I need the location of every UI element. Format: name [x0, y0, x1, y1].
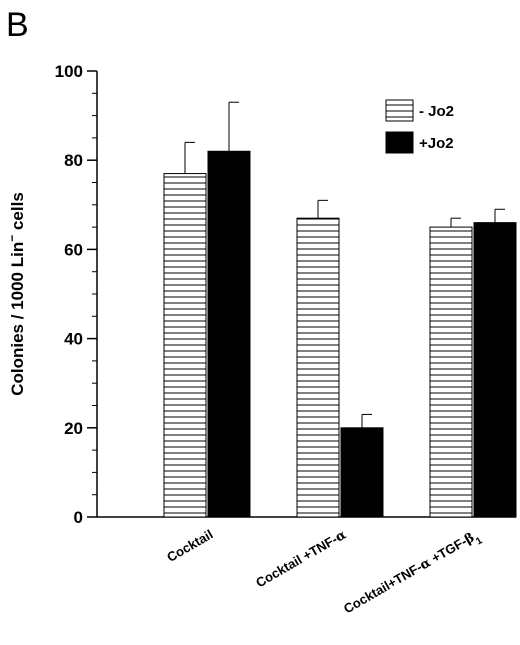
category-label: Cocktail [164, 527, 215, 565]
bar [429, 226, 473, 518]
y-tick-label: 60 [64, 240, 83, 259]
y-tick-label: 100 [55, 62, 83, 81]
legend-label: +Jo2 [419, 135, 454, 152]
axes: 0 20 40 60 80 100 Colonies / 1000 Lin− cells [5, 62, 516, 527]
legend: - Jo2 +Jo2 [385, 99, 454, 154]
legend-label: - Jo2 [419, 103, 454, 120]
category-label: Cocktail +TNF-α [253, 527, 349, 592]
bar [296, 217, 340, 518]
category-label: Cocktail+TNF-α +TGF-β1 [341, 526, 485, 621]
bar [163, 173, 207, 518]
y-tick-label: 40 [64, 330, 83, 349]
y-tick-label: 80 [64, 151, 83, 170]
bar [340, 427, 384, 518]
legend-swatch [385, 99, 414, 122]
y-tick-label: 20 [64, 419, 83, 438]
y-axis-title: Colonies / 1000 Lin− cells [5, 192, 27, 396]
bar [207, 150, 251, 518]
label-part: 1 [474, 535, 485, 548]
label-part: − [5, 235, 19, 242]
label-part: Cocktail [164, 527, 215, 565]
panel-label: B [6, 6, 29, 44]
y-tick-label: 0 [74, 508, 83, 527]
label-part: Colonies / 1000 Lin [8, 242, 27, 396]
legend-swatch [385, 131, 414, 154]
label-part: cells [8, 192, 27, 235]
label-part: Cocktail +TNF- [253, 532, 340, 591]
label-part: Cocktail+TNF- [341, 559, 425, 616]
bar [473, 222, 517, 518]
bars [163, 101, 517, 518]
label-part: +TGF- [426, 534, 469, 568]
